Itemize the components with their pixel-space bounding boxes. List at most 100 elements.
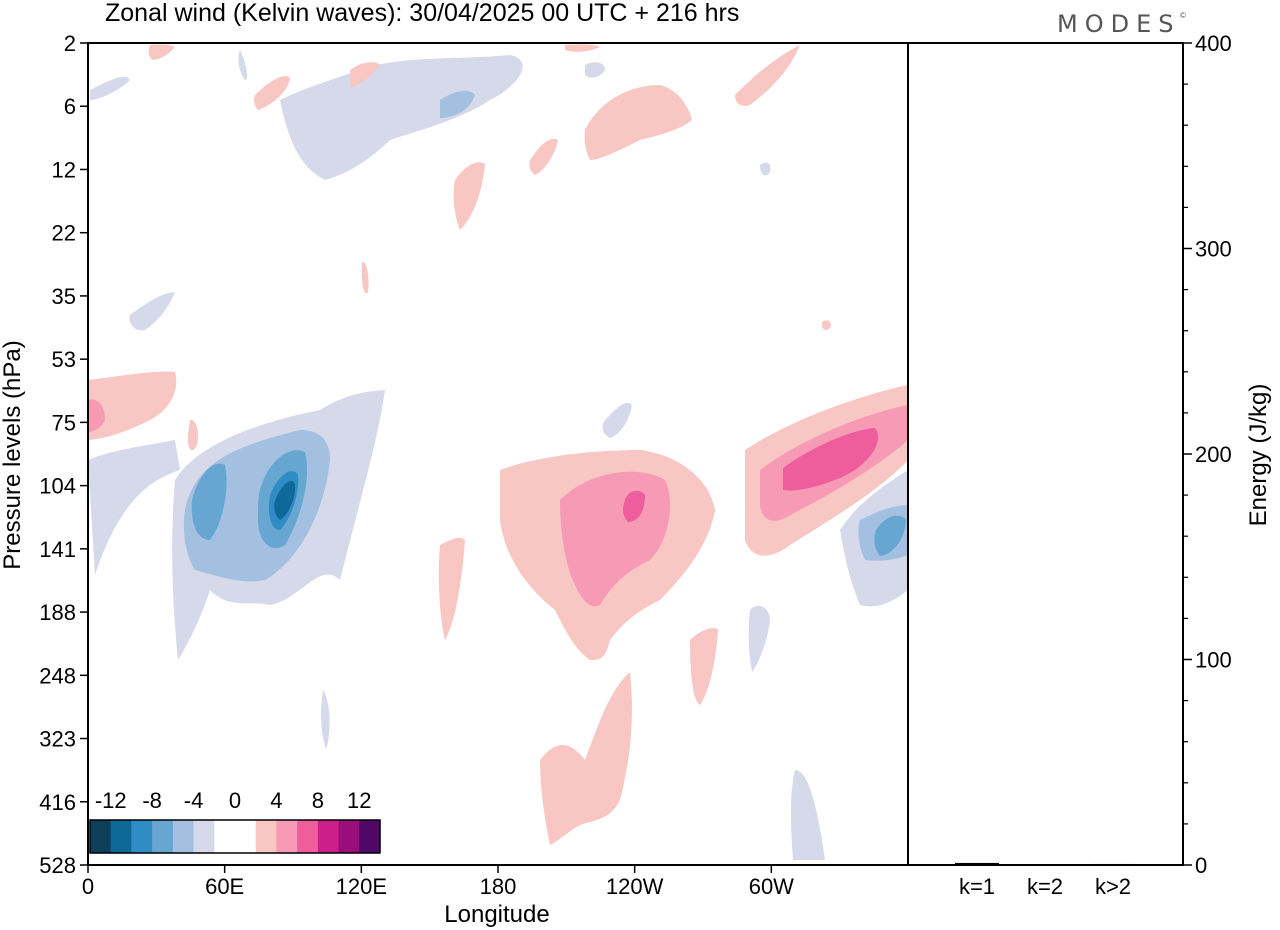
- colorbar-swatch: [131, 820, 153, 853]
- x-tick-label: 120W: [606, 874, 664, 899]
- contour-level-pos-strong: [623, 428, 879, 522]
- colorbar-swatch: [317, 820, 340, 853]
- colorbar-swatch: [152, 820, 174, 853]
- blob-pos: [565, 44, 600, 52]
- y-tick-label: 528: [39, 853, 76, 878]
- y-axis-ticks: 2 6 12 22 35 53 75 104 141 188 248 323 416 528: [39, 31, 88, 878]
- energy-axes: [907, 42, 1184, 866]
- contour-field: [88, 44, 908, 860]
- blob-neg: [321, 690, 330, 750]
- colorbar-swatch: [90, 820, 112, 853]
- blob-neg: [602, 402, 632, 438]
- energy-plot-frame: [907, 42, 1184, 866]
- y-tick-label: 35: [52, 284, 76, 309]
- x-tick-label: 0: [82, 874, 94, 899]
- energy-axis-label: Energy (J/kg): [1245, 384, 1272, 527]
- colorbar-label: -4: [184, 788, 204, 813]
- colorbar-frame: [89, 819, 381, 854]
- blob-neg: [191, 463, 227, 540]
- blob-pos: [540, 672, 632, 845]
- colorbar-swatch: [276, 820, 298, 853]
- blob-neg: [585, 62, 605, 78]
- y-tick-label: 2: [64, 31, 76, 56]
- logo-mark: ©: [1180, 11, 1186, 20]
- contour-level-pos-light: [88, 44, 908, 845]
- blob-pos: [350, 62, 380, 88]
- blob-pos: [88, 371, 177, 440]
- energy-y-ticks: 0 100 200 300 400: [1183, 31, 1232, 878]
- x-tick-label: 60W: [749, 874, 794, 899]
- y-tick-label: 141: [39, 537, 76, 562]
- energy-category-label: k=2: [1027, 874, 1063, 899]
- y-tick-label: 75: [52, 410, 76, 435]
- y-tick-label: 323: [39, 727, 76, 752]
- blob-pos: [148, 44, 175, 60]
- y-tick-label: 188: [39, 600, 76, 625]
- blob-pos: [187, 419, 198, 451]
- energy-tick-label: 100: [1195, 648, 1232, 673]
- blob-pos: [783, 428, 879, 491]
- blob-neg: [874, 515, 906, 556]
- colorbar-swatch: [338, 820, 360, 853]
- colorbar-swatch: [193, 820, 215, 853]
- colorbar-label: 0: [229, 788, 241, 813]
- blob-pos: [529, 138, 558, 175]
- x-tick-label: 180: [480, 874, 517, 899]
- blob-neg: [238, 50, 248, 80]
- colorbar-labels: -12 -8 -4 0 4 8 12: [95, 788, 372, 813]
- energy-tick-label: 300: [1195, 237, 1232, 262]
- energy-category-label: k>2: [1095, 874, 1131, 899]
- colorbar-label: 12: [347, 788, 371, 813]
- blob-pos: [361, 261, 369, 294]
- blob-pos: [821, 320, 831, 330]
- blob-neg: [274, 480, 296, 520]
- blob-neg: [88, 440, 180, 575]
- y-tick-label: 12: [52, 157, 76, 182]
- energy-tick-label: 400: [1195, 31, 1232, 56]
- blob-pos: [88, 399, 105, 432]
- colorbar-label: -12: [95, 788, 127, 813]
- blob-pos: [453, 162, 485, 230]
- blob-pos: [438, 537, 465, 640]
- y-tick-label: 104: [39, 474, 76, 499]
- colorbar-swatch: [359, 820, 381, 853]
- blob-neg: [760, 162, 771, 176]
- blob-pos: [584, 85, 692, 160]
- blob-neg: [440, 90, 475, 118]
- y-tick-label: 6: [64, 94, 76, 119]
- blob-pos: [735, 45, 800, 106]
- colorbar-label: -8: [142, 788, 162, 813]
- y-tick-label: 248: [39, 663, 76, 688]
- energy-bars: [955, 862, 1135, 866]
- energy-tick-label: 0: [1195, 853, 1207, 878]
- energy-bar: [1091, 863, 1135, 865]
- blob-neg: [790, 770, 825, 860]
- energy-category-label: k=1: [959, 874, 995, 899]
- colorbar-swatch: [235, 820, 257, 853]
- energy-bar: [955, 862, 999, 865]
- colorbar: [89, 819, 381, 854]
- colorbar-swatch: [214, 820, 236, 853]
- colorbar-label: 4: [270, 788, 282, 813]
- colorbar-swatch: [110, 820, 132, 853]
- y-axis-label: Pressure levels (hPa): [0, 340, 26, 569]
- colorbar-swatch: [255, 820, 277, 853]
- energy-bar: [1023, 864, 1067, 866]
- blob-neg: [129, 292, 175, 331]
- y-tick-label: 22: [52, 221, 76, 246]
- blob-neg: [748, 605, 770, 672]
- chart-title: Zonal wind (Kelvin waves): 30/04/2025 00…: [105, 0, 739, 27]
- colorbar-swatch: [297, 820, 319, 853]
- blob-neg: [90, 76, 130, 100]
- x-axis-ticks: 0 60E 120E 180 120W 60W: [82, 865, 794, 899]
- x-axis-label: Longitude: [444, 901, 549, 928]
- modes-logo: MODES: [1057, 10, 1180, 38]
- x-tick-label: 120E: [336, 874, 387, 899]
- blob-pos: [254, 75, 290, 110]
- blob-pos: [690, 628, 718, 705]
- colorbar-swatch: [172, 820, 195, 853]
- y-tick-label: 53: [52, 347, 76, 372]
- colorbar-label: 8: [312, 788, 324, 813]
- energy-x-categories: k=1 k=2 k>2: [959, 874, 1131, 899]
